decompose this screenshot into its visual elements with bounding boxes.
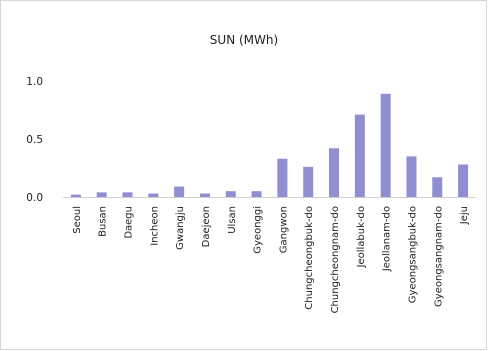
x-tick-label: Busan bbox=[98, 206, 109, 237]
x-tick-label: Jeollabuk-do bbox=[356, 206, 367, 268]
bars-group bbox=[70, 93, 469, 197]
x-tick-label: Chungcheongbuk-do bbox=[304, 206, 315, 310]
x-tick-label: Jeollanam-do bbox=[382, 206, 393, 272]
x-tick-label: Daegu bbox=[124, 206, 135, 239]
x-tick-label: Gangwon bbox=[278, 206, 289, 253]
bar-gangwon bbox=[277, 158, 288, 197]
bar-busan bbox=[96, 192, 107, 197]
bar-jeollanam-do bbox=[380, 93, 391, 197]
y-axis-ticks: 0.0 0.5 1.0 bbox=[26, 76, 43, 204]
x-tick-label: Jeju bbox=[459, 206, 470, 225]
x-tick-label: Seoul bbox=[72, 206, 83, 234]
bar-chungcheongnam-do bbox=[329, 148, 340, 197]
bar-daegu bbox=[122, 192, 133, 197]
x-tick-label: Gyeongsangbuk-do bbox=[407, 206, 418, 303]
x-tick-label: Daejeon bbox=[201, 206, 212, 247]
bar-ulsan bbox=[225, 191, 236, 197]
bar-gyeonggi bbox=[251, 191, 262, 197]
x-tick-label: Chungcheongnam-do bbox=[330, 206, 341, 313]
x-tick-label: Gyeonggi bbox=[253, 206, 264, 254]
bar-gyeongsangnam-do bbox=[432, 177, 443, 197]
bar-incheon bbox=[148, 193, 159, 197]
bar-jeju bbox=[458, 164, 469, 197]
y-tick-label: 0.0 bbox=[26, 192, 43, 204]
x-tick-label: Gyeongsangnam-do bbox=[433, 206, 444, 307]
bar-daejeon bbox=[199, 193, 210, 197]
bar-jeollabuk-do bbox=[354, 114, 365, 197]
y-tick-label: 1.0 bbox=[26, 76, 43, 88]
x-tick-label: Incheon bbox=[149, 206, 160, 246]
bar-gwangju bbox=[174, 186, 185, 197]
y-tick-label: 0.5 bbox=[26, 134, 43, 146]
x-tick-label: Ulsan bbox=[227, 206, 238, 234]
bar-seoul bbox=[70, 194, 81, 197]
bar-chungcheongbuk-do bbox=[303, 166, 314, 197]
bar-gyeongsangbuk-do bbox=[406, 156, 417, 197]
x-axis-labels: Seoul Busan Daegu Incheon Gwangju Daejeon Ulsa… bbox=[72, 206, 470, 313]
x-tick-label: Gwangju bbox=[175, 206, 186, 250]
chart-title: SUN (MWh) bbox=[210, 33, 278, 47]
